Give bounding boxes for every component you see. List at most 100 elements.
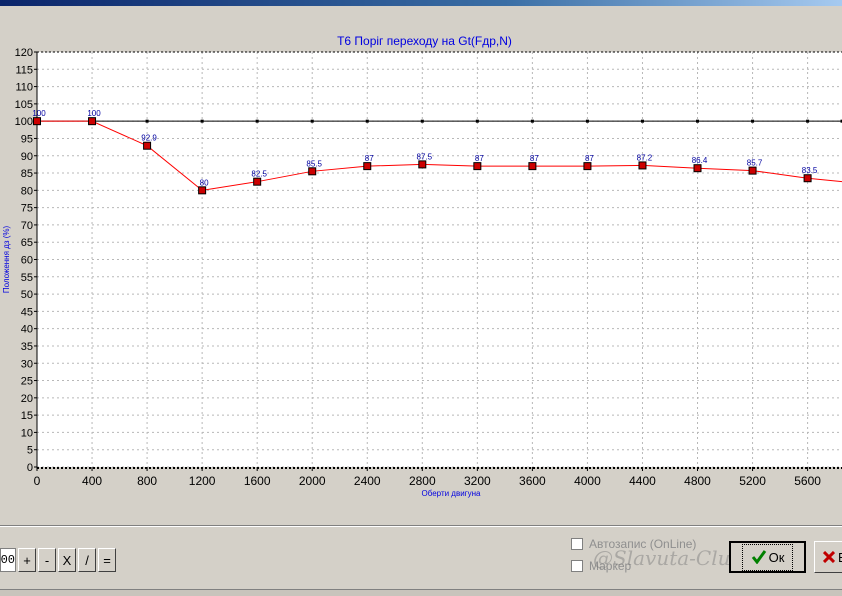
- y-tick-label: 60: [21, 255, 33, 267]
- y-tick-label: 5: [27, 445, 33, 457]
- y-tick-label: 65: [21, 237, 33, 249]
- autosave-option[interactable]: Автозапис (OnLine): [571, 537, 696, 551]
- y-tick-label: 110: [15, 82, 33, 94]
- zoom-slash-button[interactable]: /: [78, 548, 96, 572]
- x-tick-label: 1200: [189, 474, 216, 488]
- x-tick-label: 800: [137, 474, 157, 488]
- x-tick-label: 4800: [684, 474, 711, 488]
- zoom-minus-button[interactable]: -: [38, 548, 56, 572]
- y-tick-label: 20: [21, 393, 33, 405]
- y-tick-label: 120: [15, 47, 33, 59]
- series-point-main: [144, 142, 151, 149]
- data-label: 87: [585, 154, 594, 163]
- y-tick-label: 70: [21, 220, 33, 232]
- marker-checkbox[interactable]: [571, 560, 583, 572]
- data-label: 100: [87, 109, 101, 118]
- y-tick-label: 35: [21, 341, 33, 353]
- x-tick-label: 2800: [409, 474, 436, 488]
- marker-option[interactable]: Маркер: [571, 559, 631, 573]
- series-point-main: [364, 163, 371, 170]
- series-point-reference: [366, 120, 369, 123]
- x-tick-label: 400: [82, 474, 102, 488]
- series-point-main: [639, 162, 646, 169]
- data-label: 80: [200, 178, 209, 187]
- x-tick-label: 3200: [464, 474, 491, 488]
- series-point-main: [694, 165, 701, 172]
- cancel-label: В: [838, 550, 842, 565]
- y-tick-label: 45: [21, 306, 33, 318]
- x-tick-label: 0: [34, 474, 41, 488]
- series-point-main: [89, 118, 96, 125]
- y-tick-label: 40: [21, 324, 33, 336]
- series-point-reference: [311, 120, 314, 123]
- zoom-input[interactable]: 000: [0, 548, 16, 572]
- x-tick-label: 2000: [299, 474, 326, 488]
- ok-button[interactable]: Ок: [729, 541, 806, 573]
- zoom-plus-button[interactable]: +: [18, 548, 36, 572]
- y-tick-label: 95: [21, 133, 33, 145]
- series-point-reference: [531, 120, 534, 123]
- y-tick-label: 30: [21, 358, 33, 370]
- y-tick-label: 15: [21, 410, 33, 422]
- data-label: 87: [530, 154, 539, 163]
- data-label: 87.5: [417, 152, 433, 161]
- y-tick-label: 55: [21, 272, 33, 284]
- y-tick-label: 90: [21, 151, 33, 163]
- y-tick-label: 80: [21, 185, 33, 197]
- data-label: 83.5: [802, 166, 818, 175]
- marker-label: Маркер: [589, 559, 631, 573]
- y-tick-label: 100: [15, 116, 33, 128]
- y-tick-label: 115: [15, 64, 33, 76]
- series-point-reference: [641, 120, 644, 123]
- chart-title: T6 Поріг переходу на Gt(Fдр,N): [337, 34, 512, 48]
- zoom-x-button[interactable]: X: [58, 548, 76, 572]
- data-label: 85.7: [747, 159, 763, 168]
- x-axis-label: Оберти двигуна: [422, 489, 482, 498]
- y-tick-label: 0: [27, 462, 33, 474]
- series-point-reference: [806, 120, 809, 123]
- series-point-main: [419, 161, 426, 168]
- series-point-main: [309, 168, 316, 175]
- y-tick-label: 75: [21, 203, 33, 215]
- series-point-main: [34, 118, 41, 125]
- zoom-controls: 000 + - X / =: [0, 548, 116, 574]
- y-tick-label: 85: [21, 168, 33, 180]
- series-point-main: [199, 187, 206, 194]
- y-tick-label: 50: [21, 289, 33, 301]
- autosave-label: Автозапис (OnLine): [589, 537, 696, 551]
- data-label: 87.2: [637, 153, 653, 162]
- series-point-main: [474, 163, 481, 170]
- x-tick-label: 2400: [354, 474, 381, 488]
- data-label: 82.5: [251, 170, 267, 179]
- series-point-reference: [256, 120, 259, 123]
- series-point-reference: [476, 120, 479, 123]
- x-tick-label: 5600: [794, 474, 821, 488]
- data-label: 100: [32, 109, 46, 118]
- y-axis-label: Положення дз (%): [2, 226, 11, 294]
- zoom-equals-button[interactable]: =: [98, 548, 116, 572]
- series-point-reference: [696, 120, 699, 123]
- y-tick-label: 105: [15, 99, 33, 111]
- y-tick-label: 25: [21, 376, 33, 388]
- series-point-reference: [586, 120, 589, 123]
- series-point-main: [804, 175, 811, 182]
- data-label: 92.9: [141, 134, 157, 143]
- series-point-reference: [751, 120, 754, 123]
- autosave-checkbox[interactable]: [571, 538, 583, 550]
- series-point-main: [749, 167, 756, 174]
- y-tick-label: 10: [21, 427, 33, 439]
- data-label: 87: [365, 154, 374, 163]
- series-point-reference: [421, 120, 424, 123]
- data-label: 87: [475, 154, 484, 163]
- series-point-reference: [201, 120, 204, 123]
- chart: 0 5 10 15 20 25 30 35 40 45 50 55 60 65 70 75 80 85 90 95 10…: [0, 6, 842, 526]
- x-tick-label: 5200: [739, 474, 766, 488]
- x-tick-label: 3600: [519, 474, 546, 488]
- checkmark-icon: [751, 550, 767, 564]
- data-label: 86.4: [692, 156, 708, 165]
- series-point-reference: [146, 120, 149, 123]
- cancel-button[interactable]: В: [814, 541, 842, 573]
- x-tick-label: 4000: [574, 474, 601, 488]
- x-tick-label: 4400: [629, 474, 656, 488]
- x-tick-label: 1600: [244, 474, 271, 488]
